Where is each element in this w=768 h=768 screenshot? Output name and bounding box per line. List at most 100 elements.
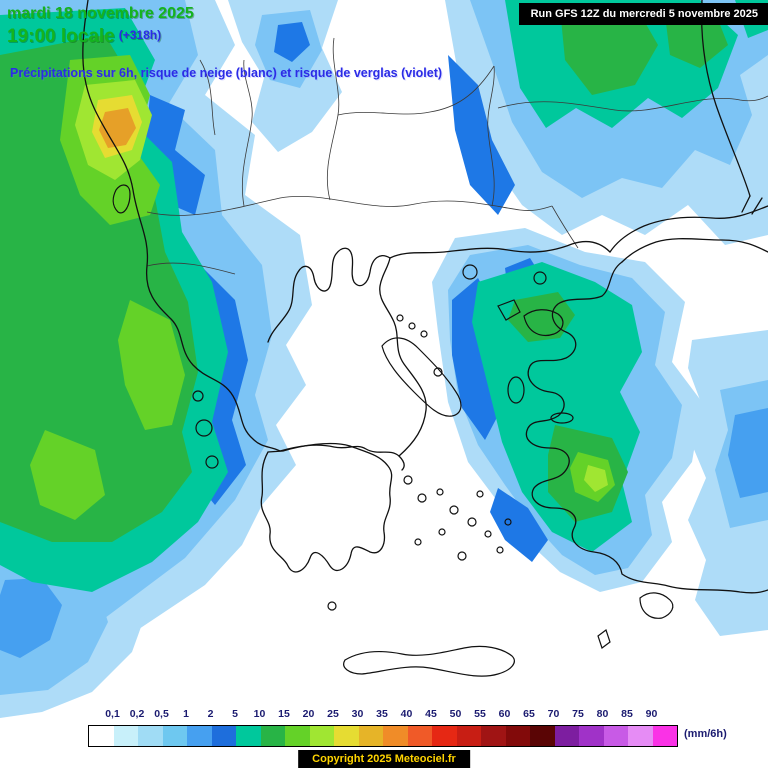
legend-tick-label: 65 <box>523 708 535 720</box>
island-cyclades-12 <box>504 518 512 526</box>
legend-cell <box>505 726 530 746</box>
island-lesbos <box>523 309 564 337</box>
precip-yellowgreen-2 <box>584 465 608 492</box>
islands-layer <box>112 184 674 677</box>
legend-tick-label: 60 <box>498 708 511 720</box>
legend-tick-label: 55 <box>474 708 486 720</box>
legend-tick-label: 20 <box>302 708 315 720</box>
precip-bright-3 <box>30 430 105 520</box>
precip-green-easttop-b <box>665 12 728 68</box>
legend-tick-label: 0,5 <box>154 708 169 720</box>
legend-cell <box>309 726 334 746</box>
precip-strong-5 <box>448 55 515 215</box>
island-karpathos <box>597 629 611 649</box>
legend-cell <box>187 726 212 746</box>
border-nw-greece <box>146 262 236 275</box>
island-cyclades-1 <box>403 475 413 485</box>
legend-tick-label: 80 <box>596 708 609 720</box>
island-skyros <box>433 367 443 377</box>
island-euboea <box>381 337 462 417</box>
coast-chalkidiki <box>267 247 391 343</box>
coast-gulf-corinth <box>279 444 405 471</box>
legend-cell <box>89 726 114 746</box>
island-crete <box>343 645 515 677</box>
legend-tick-label: 70 <box>547 708 560 720</box>
legend-cell <box>285 726 310 746</box>
legend-cell <box>456 726 481 746</box>
island-cyclades-5 <box>467 517 477 527</box>
legend-tick-label: 15 <box>278 708 290 720</box>
precip-med-rightband <box>728 408 768 498</box>
coast-marmara-north <box>609 205 768 253</box>
legend-cell <box>334 726 359 746</box>
date-label: mardi 18 novembre 2025 <box>7 5 194 22</box>
coast-marmara-south <box>621 238 768 263</box>
legend-cell <box>211 726 236 746</box>
island-cyclades-9 <box>457 551 467 561</box>
island-kythera <box>327 601 337 611</box>
coast-west-balkan <box>82 0 281 452</box>
border-vertical-2 <box>241 59 253 207</box>
island-limnos <box>497 299 521 321</box>
precip-orange-1 <box>99 108 136 148</box>
island-sporades-2 <box>408 322 416 330</box>
island-zakynthos <box>205 455 219 469</box>
legend-tick-label: 1 <box>183 708 189 720</box>
island-cyclades-2 <box>417 493 427 503</box>
island-corfu <box>112 184 131 214</box>
legend-cell <box>603 726 628 746</box>
legend-cell <box>236 726 261 746</box>
precip-bright-2 <box>118 300 185 430</box>
island-samos <box>550 412 574 424</box>
legend-tick-label: 5 <box>232 708 238 720</box>
coast-blacksea <box>700 0 751 197</box>
border-vertical-1 <box>326 37 340 201</box>
copyright-bar: Copyright 2025 Meteociel.fr <box>298 750 470 768</box>
legend-tick-label: 30 <box>351 708 364 720</box>
legend-tick-label: 2 <box>207 708 214 720</box>
legend-cell <box>113 726 138 746</box>
legend-tick-label: 25 <box>327 708 339 720</box>
border-north <box>337 65 495 116</box>
legend-cell <box>432 726 457 746</box>
coast-thrace <box>389 240 611 259</box>
precip-strong-4 <box>274 22 310 62</box>
legend-tick-label: 35 <box>376 708 388 720</box>
legend-cell <box>481 726 506 746</box>
precipitation-legend: 0,1 0,2 0,5 1 2 5 10 15 20 25 30 35 40 45 50 55 60 65 70 75… <box>0 706 768 752</box>
island-rhodes <box>639 592 674 619</box>
precipitation-layer <box>0 0 768 718</box>
legend-cell <box>162 726 187 746</box>
island-thasos <box>462 264 478 280</box>
island-samothrace <box>533 271 547 285</box>
legend-cell <box>260 726 285 746</box>
legend-unit-label: (mm/6h) <box>684 728 727 740</box>
legend-cell <box>628 726 653 746</box>
border-vertical-3 <box>487 65 495 207</box>
legend-cell <box>138 726 163 746</box>
island-cyclades-4 <box>449 505 459 515</box>
coast-bosphorus <box>741 195 763 215</box>
legend-tick-label: 10 <box>253 708 266 720</box>
island-cyclades-11 <box>476 490 484 498</box>
legend-cell <box>530 726 555 746</box>
legend-tick-label: 90 <box>645 708 658 720</box>
legend-labels: 0,1 0,2 0,5 1 2 5 10 15 20 25 30 35 40 45 50 55 60 65 70 75… <box>88 708 676 722</box>
legend-color-bar <box>88 725 678 747</box>
island-cyclades-6 <box>484 530 492 538</box>
legend-cell <box>407 726 432 746</box>
island-lefkada <box>192 390 204 402</box>
legend-tick-label: 40 <box>400 708 413 720</box>
border-to-aegean <box>551 205 579 249</box>
island-sporades-1 <box>396 314 404 322</box>
legend-cell <box>554 726 579 746</box>
coast-turkey-aegean <box>525 261 768 594</box>
legend-cell <box>383 726 408 746</box>
legend-tick-label: 50 <box>449 708 462 720</box>
coast-peloponnese <box>260 442 393 573</box>
map-subtitle: Précipitations sur 6h, risque de neige (… <box>10 66 443 80</box>
island-cyclades-7 <box>438 528 446 536</box>
legend-tick-label: 45 <box>425 708 437 720</box>
